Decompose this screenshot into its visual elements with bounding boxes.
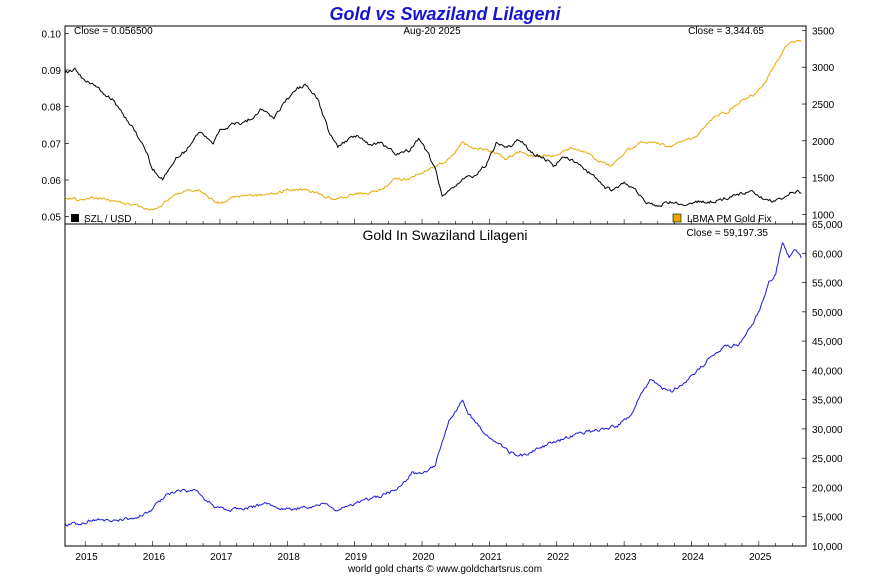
right-y-tick-label: 3000	[812, 63, 835, 74]
x-tick-label: 2017	[210, 552, 233, 563]
left-y-tick-label: 0.10	[42, 29, 62, 40]
top-series-group	[64, 39, 802, 211]
bottom-right-axis: 65,000 60,000 55,000 50,000 45,000 40,000 35,0…	[802, 220, 843, 553]
top-left-axis: 0.10 0.09 0.08 0.07 0.06 0.05	[42, 29, 69, 224]
series-szl-usd-line	[64, 67, 802, 207]
chart-title: Gold vs Swaziland Lilageni	[329, 4, 561, 24]
left-y-tick-label: 0.08	[42, 103, 62, 114]
right-y-tick-label: 1500	[812, 174, 835, 185]
series-gold-usd-line	[64, 39, 802, 211]
bottom-y-tick-label: 45,000	[812, 337, 843, 348]
x-tick-label: 2016	[143, 552, 166, 563]
x-axis-labels: 2015 2016 2017 2018 2019 2020 2021 2022 2023 2024…	[75, 552, 771, 563]
right-y-tick-label: 3500	[812, 26, 835, 37]
bottom-y-tick-label: 25,000	[812, 454, 843, 465]
top-right-axis: 3500 3000 2500 2000 1500 1000	[802, 26, 835, 221]
bottom-y-tick-label: 60,000	[812, 249, 843, 260]
legend-gold-label: LBMA PM Gold Fix	[687, 214, 771, 225]
gold-close-label: Close = 3,344.65	[688, 26, 764, 37]
right-y-tick-label: 2500	[812, 100, 835, 111]
right-y-tick-label: 2000	[812, 137, 835, 148]
x-tick-label: 2015	[75, 552, 98, 563]
left-y-tick-label: 0.09	[42, 66, 62, 77]
bottom-y-tick-label: 50,000	[812, 308, 843, 319]
bottom-series-group	[64, 242, 802, 527]
szl-close-label: Close = 0.056500	[74, 26, 153, 37]
x-tick-label: 2018	[278, 552, 301, 563]
left-y-tick-label: 0.07	[42, 139, 62, 150]
right-y-tick-label: 1000	[812, 210, 835, 221]
left-y-tick-label: 0.06	[42, 176, 62, 187]
bottom-panel: 65,000 60,000 55,000 50,000 45,000 40,000 35,0…	[64, 220, 843, 553]
legend-gold-swatch	[672, 213, 682, 223]
bottom-y-tick-label: 55,000	[812, 279, 843, 290]
legend-szl-swatch	[71, 214, 79, 222]
x-tick-label: 2019	[345, 552, 368, 563]
x-tick-label: 2021	[480, 552, 503, 563]
bottom-x-ticks	[84, 541, 793, 546]
bottom-panel-title: Gold In Swaziland Lilageni	[363, 227, 528, 243]
x-tick-label: 2023	[614, 552, 637, 563]
legend-szl-label: SZL / USD	[84, 214, 131, 225]
bottom-y-tick-label: 40,000	[812, 366, 843, 377]
bottom-y-tick-label: 15,000	[812, 513, 843, 524]
series-gold-szl-line	[64, 242, 802, 527]
bottom-panel-frame	[64, 223, 807, 547]
x-tick-label: 2024	[682, 552, 705, 563]
bottom-y-tick-label: 10,000	[812, 542, 843, 553]
szl-gold-close-label: Close = 59,197.35	[687, 228, 769, 239]
bottom-y-tick-label: 30,000	[812, 425, 843, 436]
bottom-y-tick-label: 20,000	[812, 483, 843, 494]
x-tick-label: 2025	[749, 552, 772, 563]
bottom-y-tick-label: 65,000	[812, 220, 843, 231]
x-tick-label: 2020	[412, 552, 435, 563]
top-panel: 0.10 0.09 0.08 0.07 0.06 0.05 3500 3000 2500 200…	[42, 25, 835, 225]
left-y-tick-label: 0.05	[42, 213, 62, 224]
footer-credit: world gold charts © www.goldchartsrus.co…	[347, 564, 542, 575]
x-tick-label: 2022	[547, 552, 570, 563]
bottom-y-tick-label: 35,000	[812, 396, 843, 407]
date-label: Aug-20 2025	[403, 26, 461, 37]
